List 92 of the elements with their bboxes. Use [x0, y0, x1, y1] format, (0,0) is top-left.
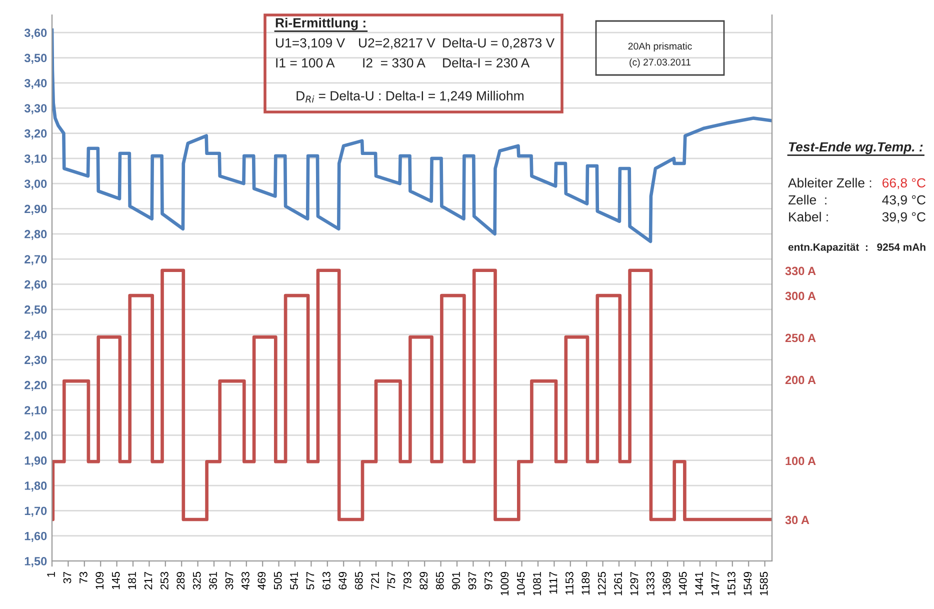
x-tick-label: 397 [225, 572, 234, 590]
x-tick-label: 217 [144, 572, 152, 590]
x-tick-label: 1549 [744, 572, 752, 596]
y-tick-label: 3,30 [24, 104, 47, 114]
x-tick-label: 973 [484, 572, 492, 590]
y-tick-label: 3,50 [24, 54, 47, 64]
x-tick-label: 1369 [662, 572, 671, 596]
text: 30 A [785, 516, 810, 524]
x-tick-label: 649 [338, 572, 347, 590]
y-tick-label: 3,10 [24, 154, 47, 165]
y-tick-label: 2,70 [24, 255, 47, 266]
x-tick-label: 1513 [728, 572, 736, 596]
x-tick-label: 1 [47, 572, 55, 577]
y-tick-label: 2,50 [24, 305, 47, 316]
annotation: I1 = 100 A [276, 58, 335, 68]
x-tick-label: 613 [322, 572, 330, 590]
x-tick-label: 577 [306, 572, 314, 590]
y-tick-label: 1,50 [24, 557, 47, 568]
annotation: Delta-I = 230 A [443, 58, 530, 68]
x-tick-label: 289 [176, 572, 185, 590]
text: 43,9 °C [882, 195, 926, 206]
x-tick-label: 1189 [582, 572, 590, 594]
x-tick-label: 469 [258, 572, 266, 590]
x-tick-label: 505 [274, 572, 282, 590]
y-tick-label: 2,60 [24, 280, 47, 290]
annotation: (c) 27.03.2011 [630, 58, 691, 68]
x-tick-label: 37 [63, 572, 72, 584]
x-tick-label: 1261 [614, 572, 622, 596]
annotation: Ri-Ermittlung : [276, 18, 366, 30]
x-tick-label: 73 [80, 572, 88, 584]
y-tick-label: 1,70 [24, 506, 47, 517]
y-tick-label: 3,60 [24, 28, 47, 39]
x-tick-label: 541 [290, 572, 298, 590]
text: 100 A [786, 456, 816, 466]
text: Kabel : [789, 212, 828, 222]
text: entn.Kapazität : [788, 243, 868, 253]
x-tick-label: 1441 [695, 572, 703, 596]
x-tick-label: 721 [371, 572, 379, 590]
y-tick-label: 2,00 [24, 431, 47, 442]
y-tick-label: 2,10 [24, 406, 47, 416]
x-tick-label: 1081 [533, 572, 541, 596]
x-tick-label: 685 [354, 572, 363, 590]
x-tick-label: 829 [420, 572, 428, 590]
annotation: Delta-U = 0,2873 V [443, 38, 555, 50]
text: 200 A [785, 376, 816, 384]
x-tick-label: 109 [96, 572, 104, 590]
text: 330 A [785, 266, 816, 276]
y-tick-label: 3,00 [24, 180, 47, 190]
y-tick-label: 2,90 [24, 204, 47, 215]
text: 250 A [785, 334, 816, 342]
y-tick-label: 1,90 [24, 456, 47, 466]
text: 39,9 °C [882, 212, 926, 224]
y-tick-label: 1,60 [24, 532, 47, 542]
annotation: 20Ah prismatic [628, 42, 692, 52]
x-tick-label: 181 [128, 572, 136, 590]
x-tick-label: 1333 [646, 572, 654, 596]
x-tick-label: 793 [404, 572, 412, 590]
y-tick-label: 3,40 [24, 78, 47, 90]
x-tick-label: 1009 [500, 572, 509, 596]
text: 300 A [785, 292, 816, 300]
y-tick-label: 3,20 [24, 129, 47, 140]
text: 9254 mAh [877, 243, 926, 251]
x-tick-label: 937 [468, 572, 476, 590]
x-tick-label: 433 [242, 572, 250, 590]
text: Ableiter Zelle : [788, 178, 872, 188]
x-tick-label: 757 [387, 572, 396, 590]
text: 66,8 °C [882, 178, 926, 190]
x-tick-label: 361 [209, 572, 217, 590]
x-tick-label: 325 [192, 572, 201, 590]
x-tick-label: 253 [160, 572, 168, 590]
annotation: U1=3,109 V [276, 38, 345, 50]
y-tick-label: 2,80 [24, 230, 47, 240]
annotation: U2=2,8217 V [359, 38, 436, 50]
x-tick-label: 1117 [549, 572, 558, 594]
x-tick-label: 1045 [516, 572, 525, 596]
x-tick-label: 1585 [760, 572, 768, 596]
x-tick-label: 1405 [678, 572, 687, 596]
y-tick-label: 2,30 [24, 356, 47, 366]
x-tick-label: 145 [112, 572, 120, 590]
x-tick-label: 1153 [566, 572, 574, 594]
x-tick-label: 1225 [598, 572, 606, 596]
text: Zelle : [788, 194, 826, 205]
y-tick-label: 2,40 [24, 330, 47, 341]
x-tick-label: 1477 [711, 572, 720, 596]
x-tick-label: 901 [452, 572, 460, 590]
x-tick-label: 865 [436, 572, 444, 590]
y-tick-label: 2,20 [24, 380, 47, 391]
annotation: D$_{Ri}$ = Delta-U : Delta-I = 1,249 Milliohm [296, 90, 524, 103]
text: Test-Ende wg.Temp. : [788, 142, 923, 154]
x-tick-label: 1297 [630, 572, 638, 596]
y-tick-label: 1,80 [24, 482, 47, 492]
annotation: I2 = 330 A [363, 58, 426, 68]
